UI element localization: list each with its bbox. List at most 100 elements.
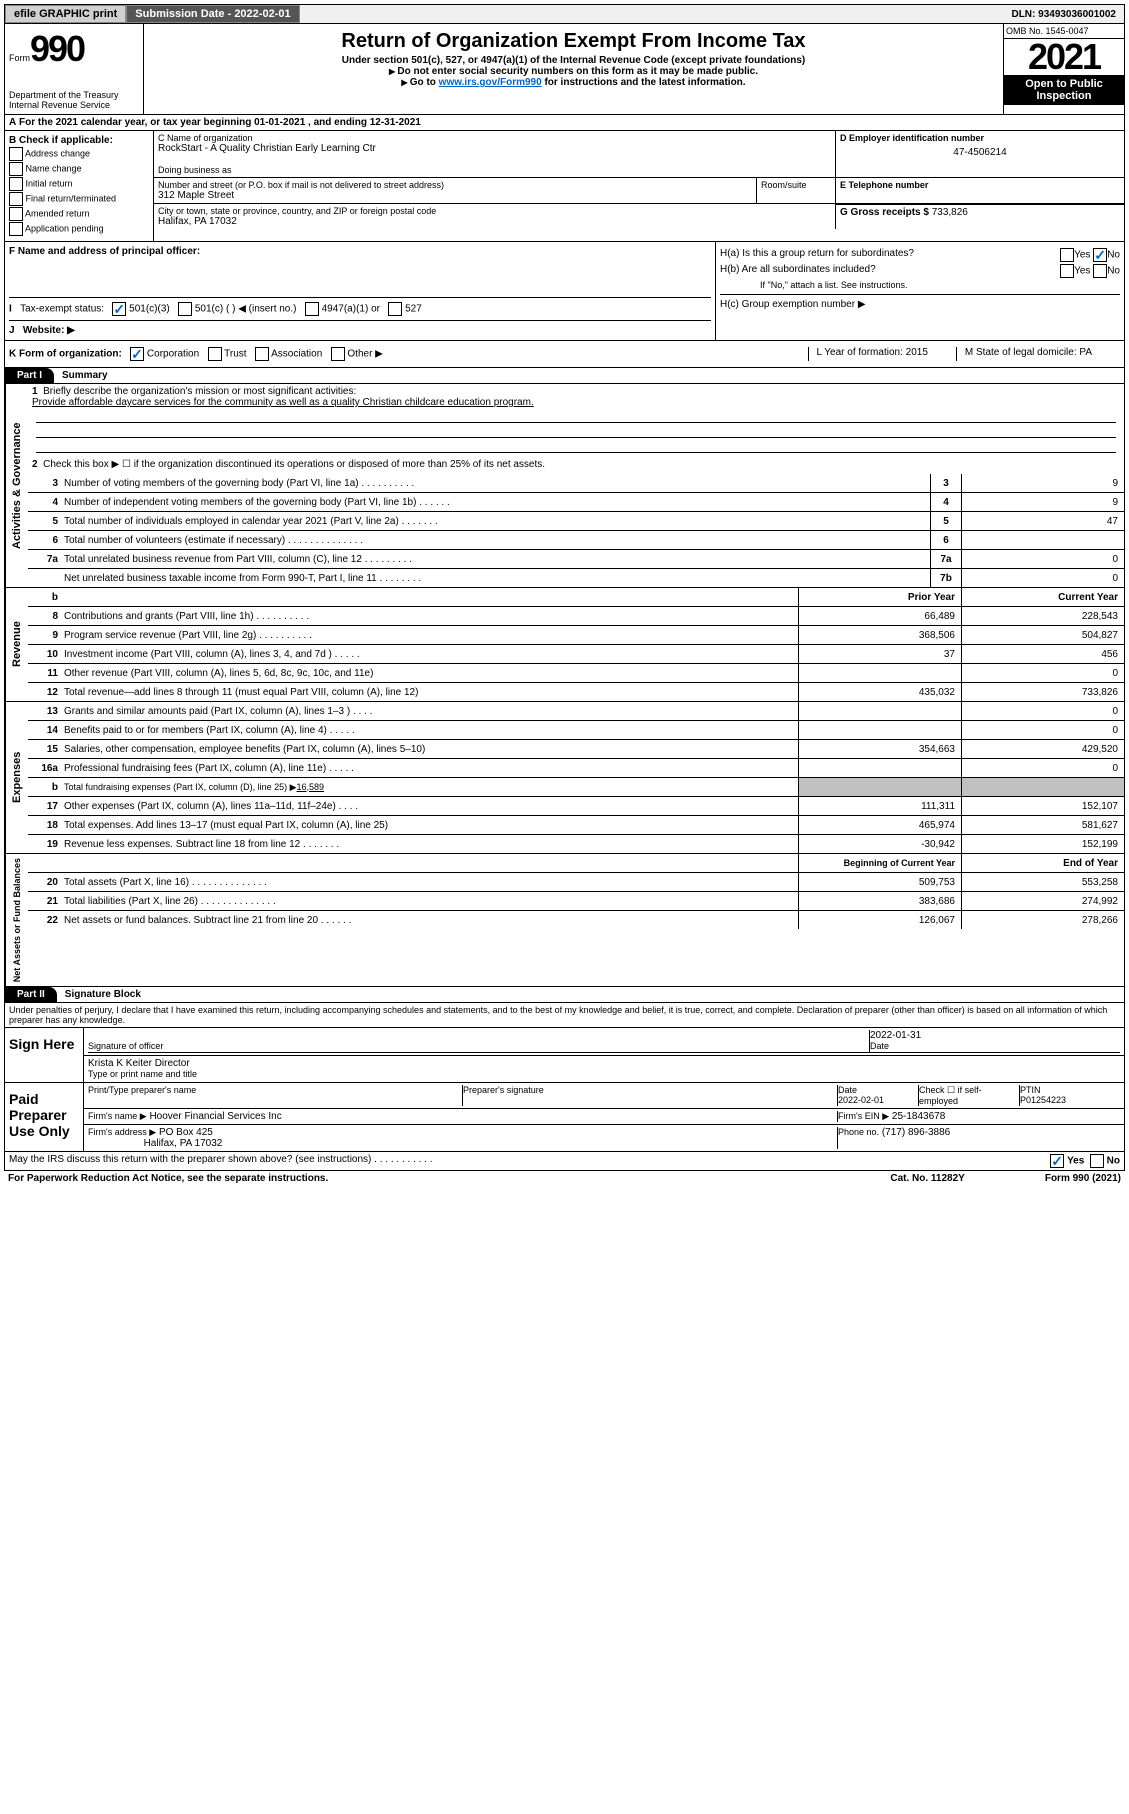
name-change-checkbox[interactable] [9, 162, 23, 176]
open-public-label: Open to Public Inspection [1004, 75, 1124, 105]
line-16a-prior [798, 759, 961, 777]
prep-date-hdr: Date [838, 1085, 857, 1095]
discuss-no[interactable] [1090, 1154, 1104, 1168]
line-4: Number of independent voting members of … [62, 496, 930, 509]
footer-left: For Paperwork Reduction Act Notice, see … [8, 1173, 890, 1184]
ptin-hdr: PTIN [1020, 1085, 1041, 1095]
line-5-val: 47 [961, 512, 1124, 530]
line-15-prior: 354,663 [798, 740, 961, 758]
form-header: Form990 Department of the Treasury Inter… [4, 24, 1125, 115]
address-change-checkbox[interactable] [9, 147, 23, 161]
part-2-header: Part II Signature Block [4, 987, 1125, 1003]
line-11-prior [798, 664, 961, 682]
line-21-prior: 383,686 [798, 892, 961, 910]
line-8-curr: 228,543 [961, 607, 1124, 625]
amended-return-checkbox[interactable] [9, 207, 23, 221]
line-4-val: 9 [961, 493, 1124, 511]
footer-right: Form 990 (2021) [1045, 1173, 1121, 1184]
line-9: Program service revenue (Part VIII, line… [62, 629, 798, 642]
e-label: E Telephone number [840, 180, 928, 190]
line-6: Total number of volunteers (estimate if … [62, 534, 930, 547]
hb-label: H(b) Are all subordinates included? [720, 264, 1060, 278]
topbar: efile GRAPHIC print Submission Date - 20… [4, 4, 1125, 24]
sig-date-val: 2022-01-31 [870, 1030, 921, 1041]
line-16a: Professional fundraising fees (Part IX, … [62, 762, 798, 775]
revenue-section: Revenue bPrior YearCurrent Year 8Contrib… [4, 588, 1125, 702]
line-12-curr: 733,826 [961, 683, 1124, 701]
net-side-label: Net Assets or Fund Balances [5, 854, 28, 986]
paid-preparer-label: Paid Preparer Use Only [5, 1083, 84, 1151]
line-7b: Net unrelated business taxable income fr… [62, 572, 930, 585]
line-3: Number of voting members of the governin… [62, 477, 930, 490]
firm-name-label: Firm's name ▶ [88, 1111, 147, 1121]
i-label: Tax-exempt status: [20, 304, 104, 315]
assoc-checkbox[interactable] [255, 347, 269, 361]
ha-yes[interactable] [1060, 248, 1074, 262]
subtitle-2: Do not enter social security numbers on … [154, 66, 993, 77]
addr-value: 312 Maple Street [158, 190, 752, 201]
line-8: Contributions and grants (Part VIII, lin… [62, 610, 798, 623]
current-year-hdr: Current Year [961, 588, 1124, 606]
line-22-curr: 278,266 [961, 911, 1124, 929]
org-name: RockStart - A Quality Christian Early Le… [158, 143, 831, 154]
line-20-prior: 509,753 [798, 873, 961, 891]
app-pending-checkbox[interactable] [9, 222, 23, 236]
submission-date-button[interactable]: Submission Date - 2022-02-01 [126, 5, 299, 23]
prep-sig-hdr: Preparer's signature [463, 1085, 838, 1106]
final-return-checkbox[interactable] [9, 192, 23, 206]
net-assets-section: Net Assets or Fund Balances Beginning of… [4, 854, 1125, 987]
efile-button[interactable]: efile GRAPHIC print [5, 5, 126, 23]
hb-yes[interactable] [1060, 264, 1074, 278]
irs-link[interactable]: www.irs.gov/Form990 [439, 77, 542, 88]
form-title: Return of Organization Exempt From Incom… [154, 30, 993, 53]
corp-checkbox[interactable] [130, 347, 144, 361]
l-value: L Year of formation: 2015 [808, 347, 936, 361]
line-7a-val: 0 [961, 550, 1124, 568]
line-10-curr: 456 [961, 645, 1124, 663]
sig-intro: Under penalties of perjury, I declare th… [5, 1003, 1124, 1027]
part-2-title: Signature Block [57, 987, 149, 1002]
line-14: Benefits paid to or for members (Part IX… [62, 724, 798, 737]
line-15-curr: 429,520 [961, 740, 1124, 758]
line-21: Total liabilities (Part X, line 26) . . … [62, 895, 798, 908]
addr-label: Number and street (or P.O. box if mail i… [158, 180, 752, 190]
line-7b-val: 0 [961, 569, 1124, 587]
hb-no[interactable] [1093, 264, 1107, 278]
discuss-yes[interactable] [1050, 1154, 1064, 1168]
ha-no[interactable] [1093, 248, 1107, 262]
c-label: C Name of organization [158, 133, 831, 143]
check-if-label: Check if applicable: [19, 135, 113, 146]
f-label: F Name and address of principal officer: [9, 246, 200, 257]
firm-addr1: PO Box 425 [159, 1127, 213, 1138]
trust-checkbox[interactable] [208, 347, 222, 361]
prior-year-hdr: Prior Year [798, 588, 961, 606]
self-emp-hdr: Check ☐ if self-employed [919, 1085, 1020, 1106]
527-checkbox[interactable] [388, 302, 402, 316]
4947-checkbox[interactable] [305, 302, 319, 316]
part-1-tab: Part I [5, 368, 54, 383]
form-number: 990 [30, 28, 84, 69]
activities-governance-section: Activities & Governance 1 Briefly descri… [4, 384, 1125, 588]
firm-addr2: Halifax, PA 17032 [144, 1138, 223, 1149]
line-13-curr: 0 [961, 702, 1124, 720]
line-20: Total assets (Part X, line 16) . . . . .… [62, 876, 798, 889]
sig-date-label: Date [870, 1041, 889, 1051]
501c-checkbox[interactable] [178, 302, 192, 316]
501c3-checkbox[interactable] [112, 302, 126, 316]
line-17-prior: 111,311 [798, 797, 961, 815]
mission-text: Provide affordable daycare services for … [32, 397, 534, 408]
line-10: Investment income (Part VIII, column (A)… [62, 648, 798, 661]
sig-officer-label: Signature of officer [88, 1041, 163, 1051]
section-f-h: F Name and address of principal officer:… [4, 242, 1125, 341]
expenses-section: Expenses 13Grants and similar amounts pa… [4, 702, 1125, 854]
room-label: Room/suite [757, 178, 836, 203]
other-checkbox[interactable] [331, 347, 345, 361]
tax-year: 2021 [1004, 39, 1124, 75]
subtitle-3-pre: Go to [410, 77, 439, 88]
line-20-curr: 553,258 [961, 873, 1124, 891]
line-13-prior [798, 702, 961, 720]
subtitle-1: Under section 501(c), 527, or 4947(a)(1)… [154, 55, 993, 66]
dept-label: Department of the Treasury Internal Reve… [9, 90, 139, 110]
initial-return-checkbox[interactable] [9, 177, 23, 191]
sig-name-label: Type or print name and title [88, 1069, 197, 1079]
